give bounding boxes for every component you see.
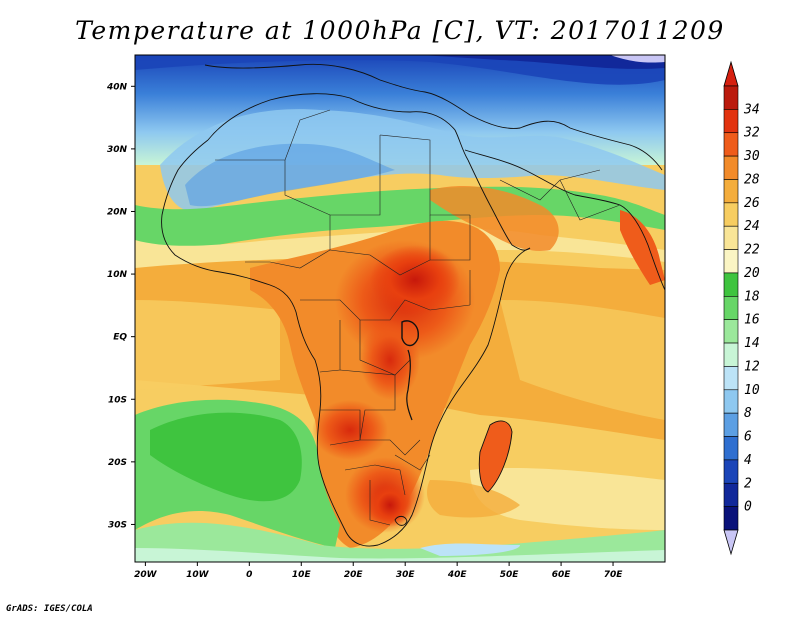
lat-tick-label: 10S <box>108 395 127 405</box>
lon-tick-label: 60E <box>552 570 572 580</box>
colorbar-max-arrow <box>723 60 739 87</box>
colorbar-label: 0 <box>744 500 752 515</box>
lon-tick-label: 20W <box>134 570 158 580</box>
colorbar-segment <box>723 482 739 507</box>
colorbar-label: 14 <box>744 336 760 351</box>
colorbar-label: 16 <box>744 313 760 328</box>
colorbar-segment <box>723 225 739 250</box>
map-title: Temperature at 1000hPa [C], VT: 20170112… <box>75 16 725 45</box>
temperature-field <box>135 55 665 562</box>
lat-tick-label: 30S <box>108 520 127 530</box>
colorbar-label: 26 <box>744 196 760 211</box>
lat-tick-label: 40N <box>106 82 128 92</box>
plot-frame <box>134 54 666 563</box>
colorbar-label: 28 <box>744 172 760 187</box>
lon-tick-label: 0 <box>246 570 252 580</box>
colorbar-label: 22 <box>744 243 760 258</box>
colorbar-label: 4 <box>744 453 752 468</box>
latitude-axis: 40N 30N 20N 10N EQ 10S 20S 30S <box>106 82 135 530</box>
lon-tick-label: 40E <box>447 570 468 580</box>
lat-tick-label: 10N <box>107 270 128 280</box>
country-borders <box>215 109 621 526</box>
colorbar-segment <box>723 366 739 391</box>
lon-tick-label: 10W <box>186 570 210 580</box>
longitude-axis: 20W 10W 0 10E 20E 30E 40E 50E 60E 70E <box>134 562 623 580</box>
colorbar-label: 18 <box>744 289 760 304</box>
lat-tick-label: EQ <box>113 333 127 343</box>
colorbar-segment <box>723 389 739 414</box>
coastlines <box>161 63 665 547</box>
colorbar-segment <box>723 436 739 461</box>
colorbar-label: 34 <box>743 102 760 117</box>
lon-tick-label: 20E <box>344 570 364 580</box>
lon-tick-label: 30E <box>396 570 416 580</box>
lat-tick-label: 30N <box>107 145 128 155</box>
colorbar-segment <box>723 412 739 437</box>
colorbar-segment <box>723 109 739 134</box>
lat-tick-label: 20S <box>108 458 127 468</box>
colorbar-segment <box>723 506 739 531</box>
colorbar-label: 2 <box>744 476 752 491</box>
colorbar-segment <box>723 296 739 320</box>
colorbar-segment <box>723 459 739 484</box>
colorbar-label: 20 <box>744 266 760 281</box>
colorbar-segment <box>723 342 739 367</box>
colorbar-label: 6 <box>744 430 752 445</box>
colorbar-label: 12 <box>744 359 760 374</box>
lat-tick-label: 20N <box>107 207 128 217</box>
colorbar-segment <box>723 319 739 344</box>
colorbar-label: 8 <box>744 406 752 421</box>
colorbar-min-arrow <box>723 529 739 556</box>
colorbar-label: 30 <box>743 149 760 164</box>
colorbar-segment <box>723 155 739 180</box>
lon-tick-label: 70E <box>604 570 624 580</box>
colorbar-segment <box>723 272 739 297</box>
colorbar-segment <box>723 179 739 204</box>
lon-tick-label: 10E <box>292 570 312 580</box>
lon-tick-label: 50E <box>500 570 520 580</box>
grads-credit: GrADS: IGES/COLA <box>6 604 93 614</box>
colorbar-label: 24 <box>744 219 760 234</box>
colorbar-segment <box>723 202 739 227</box>
colorbar-label: 32 <box>743 126 760 141</box>
colorbar-label: 10 <box>744 383 760 398</box>
colorbar-segment <box>723 132 739 157</box>
colorbar-segment <box>723 85 739 110</box>
colorbar-segment <box>723 249 739 274</box>
